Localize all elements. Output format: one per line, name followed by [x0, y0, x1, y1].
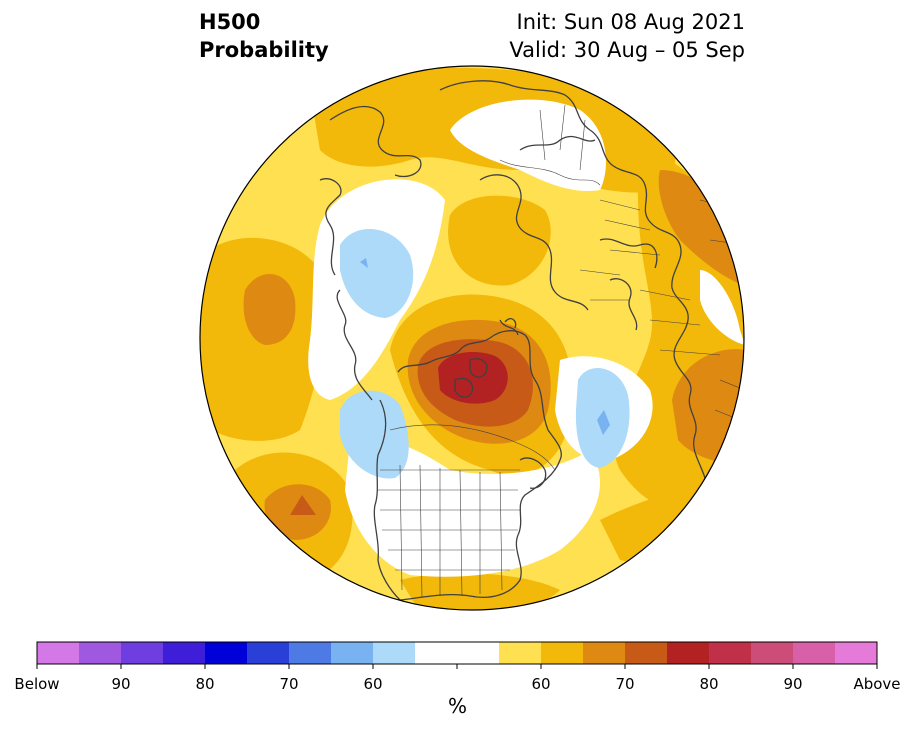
colorbar-ticks: [36, 664, 878, 669]
colorbar-labels: Below 90 80 70 60 60 70 80 90 Above: [14, 675, 900, 693]
colorbar-cell: [79, 642, 122, 664]
chart-title-left: H500 Probability: [199, 8, 329, 64]
below-60-east: [597, 410, 610, 435]
colorbar-tick-label: 90: [111, 675, 130, 693]
neutral-north: [450, 99, 606, 191]
colorbar-cell: [205, 642, 248, 664]
colorbar-tick-label: 90: [783, 675, 802, 693]
band-60-north: [448, 195, 551, 286]
colorbar-cell: [121, 642, 164, 664]
valid-label: Valid: 30 Aug – 05 Sep: [509, 38, 745, 62]
probability-field: [200, 66, 744, 610]
init-label: Init: Sun 08 Aug 2021: [516, 10, 745, 34]
globe-outline: [199, 65, 745, 611]
colorbar-cell: [415, 642, 458, 664]
product-label: Probability: [199, 38, 329, 62]
colorbar-cell: [751, 642, 794, 664]
colorbar-cells: [37, 642, 878, 664]
below-55-west: [340, 228, 414, 318]
colorbar-tick-label: 80: [699, 675, 718, 693]
colorbar-cell: [163, 642, 206, 664]
band-70-west: [243, 273, 296, 345]
colorbar-cell: [247, 642, 290, 664]
polar-map: [199, 65, 745, 611]
colorbar-cell: [625, 642, 668, 664]
colorbar-cell: [667, 642, 710, 664]
colorbar-tick-label: 80: [195, 675, 214, 693]
colorbar-cell: [373, 642, 416, 664]
colorbar-tick-label: 70: [279, 675, 298, 693]
colorbar-tick-label: 70: [615, 675, 634, 693]
neutral-northeast: [700, 270, 744, 345]
chart-title-right: Init: Sun 08 Aug 2021 Valid: 30 Aug – 05…: [509, 8, 745, 64]
colorbar-cell: [289, 642, 332, 664]
colorbar-tick-label: Above: [853, 675, 900, 693]
colorbar-tick-label: 60: [531, 675, 550, 693]
colorbar-cell: [709, 642, 752, 664]
colorbar-tick-label: Below: [14, 675, 59, 693]
variable-label: H500: [199, 10, 261, 34]
colorbar-cell: [835, 642, 878, 664]
coastlines: [319, 80, 706, 601]
colorbar-cell: [457, 642, 500, 664]
political-borders: [378, 104, 744, 599]
colorbar-cell: [541, 642, 584, 664]
below-55-southwest: [340, 390, 409, 479]
colorbar: Below 90 80 70 60 60 70 80 90 Above: [14, 641, 901, 693]
colorbar-tick-label: 60: [363, 675, 382, 693]
colorbar-cell: [793, 642, 836, 664]
band-75-southwest: [290, 495, 316, 515]
colorbar-cell: [583, 642, 626, 664]
colorbar-cell: [331, 642, 374, 664]
colorbar-cell: [499, 642, 542, 664]
colorbar-unit: %: [447, 694, 467, 718]
neutral-south: [345, 437, 600, 577]
below-60-west: [360, 258, 368, 268]
colorbar-cell: [37, 642, 80, 664]
